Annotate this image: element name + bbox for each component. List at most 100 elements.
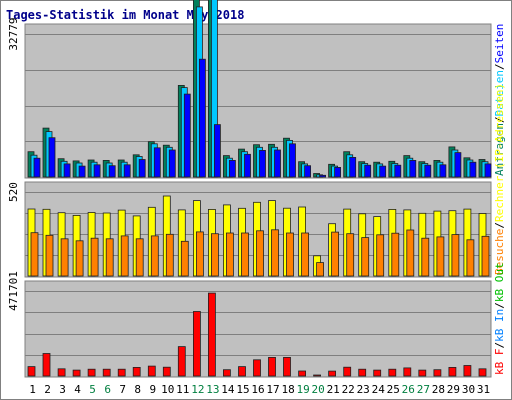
x-tick-label-16: 16 <box>251 383 264 396</box>
bar-requests-series-2-day-26 <box>409 159 417 178</box>
bar-kbytes-series-0-day-28 <box>433 369 442 377</box>
bar-kbytes-series-0-day-27 <box>418 369 427 377</box>
legend-entry: kB F <box>493 349 506 376</box>
x-tick-label-5: 5 <box>89 383 96 396</box>
bar-requests-series-2-day-5 <box>93 164 101 178</box>
bar-requests-series-2-day-13 <box>213 124 221 178</box>
bar-kbytes-series-0-day-6 <box>102 368 111 377</box>
bar-requests-series-2-day-30 <box>469 161 477 178</box>
panel-visits-legend: Besuche/Rechner (IP-Adressen) <box>493 83 506 275</box>
bar-kbytes-series-0-day-4 <box>72 369 81 377</box>
bar-kbytes-series-0-day-9 <box>147 365 156 377</box>
bar-kbytes-series-0-day-11 <box>177 346 186 377</box>
x-tick-label-4: 4 <box>74 383 81 396</box>
bar-visits-series-1-day-1 <box>30 232 39 277</box>
bar-requests-series-2-day-9 <box>153 147 161 178</box>
bar-visits-series-1-day-2 <box>45 234 54 277</box>
bar-visits-series-1-day-10 <box>165 233 174 277</box>
bar-visits-series-1-day-5 <box>90 237 99 277</box>
bar-requests-series-2-day-22 <box>349 156 357 178</box>
bar-kbytes-series-0-day-24 <box>373 369 382 377</box>
bar-kbytes-series-0-day-17 <box>268 356 276 377</box>
x-tick-label-25: 25 <box>387 383 400 396</box>
legend-entry: kB In <box>493 309 506 342</box>
bar-visits-series-1-day-28 <box>436 236 445 277</box>
x-tick-label-27: 27 <box>417 383 430 396</box>
bar-requests-series-2-day-25 <box>394 164 402 178</box>
x-tick-label-2: 2 <box>44 383 51 396</box>
bar-visits-series-1-day-29 <box>451 234 460 277</box>
x-tick-label-29: 29 <box>447 383 460 396</box>
legend-entry: Rechner (IP-Adressen) <box>493 83 506 222</box>
x-tick-label-13: 13 <box>206 383 219 396</box>
x-tick-label-10: 10 <box>161 383 174 396</box>
bar-visits-series-1-day-13 <box>210 233 219 277</box>
bar-visits-series-1-day-24 <box>376 234 385 277</box>
x-axis: 1 2 3 4 5 6 7 8 9 10 11 12 13 14 15 16 17 18 19 20 21 22 23 24 2… <box>29 383 490 396</box>
bar-visits-series-1-day-7 <box>120 235 129 277</box>
x-tick-label-15: 15 <box>236 383 249 396</box>
bar-requests-series-2-day-19 <box>304 165 312 178</box>
bar-requests-series-2-day-21 <box>334 166 342 178</box>
bar-requests-series-2-day-7 <box>123 164 131 178</box>
bar-visits-series-1-day-3 <box>60 238 69 277</box>
bar-requests-series-2-day-12 <box>198 58 206 178</box>
x-tick-label-31: 31 <box>477 383 490 396</box>
legend-entry: Dateien <box>493 70 506 116</box>
panel-visits-y-tick-label: 520 <box>7 182 20 202</box>
bar-kbytes-series-0-day-23 <box>358 368 367 377</box>
bar-visits-series-1-day-23 <box>361 237 370 277</box>
bar-requests-series-2-day-4 <box>78 165 86 178</box>
legend-entry: kB Out <box>493 262 506 302</box>
bar-visits-series-1-day-31 <box>481 235 490 277</box>
bar-visits-series-1-day-4 <box>75 240 84 277</box>
bar-kbytes-series-0-day-12 <box>192 311 201 377</box>
bar-requests-series-2-day-20 <box>319 174 327 178</box>
bar-requests-series-2-day-10 <box>168 149 176 178</box>
bar-visits-series-1-day-12 <box>195 231 204 277</box>
bar-visits-series-1-day-30 <box>466 239 475 277</box>
x-tick-label-30: 30 <box>462 383 475 396</box>
x-tick-label-3: 3 <box>59 383 66 396</box>
bar-kbytes-series-0-day-3 <box>57 368 66 377</box>
bar-requests-series-2-day-24 <box>379 165 387 178</box>
bar-visits-series-1-day-22 <box>346 233 355 277</box>
bar-visits-series-1-day-8 <box>135 238 144 277</box>
x-tick-label-24: 24 <box>372 383 386 396</box>
bar-kbytes-series-0-day-10 <box>162 366 171 377</box>
bar-visits-series-1-day-11 <box>180 240 189 277</box>
x-tick-label-7: 7 <box>119 383 126 396</box>
bar-requests-series-2-day-17 <box>274 149 281 178</box>
bar-visits-series-1-day-20 <box>316 262 325 277</box>
panel-kbytes-y-tick-label: 471701 <box>7 271 20 311</box>
chart-title: Tages-Statistik im Monat May 2018 <box>6 8 244 22</box>
x-tick-label-1: 1 <box>29 383 36 396</box>
bar-kbytes-series-0-day-25 <box>388 368 397 377</box>
legend-entry: / <box>493 116 506 123</box>
bar-kbytes-series-0-day-19 <box>298 370 307 377</box>
bar-visits-series-1-day-9 <box>150 235 159 277</box>
legend-entry: / <box>493 222 506 229</box>
x-tick-label-6: 6 <box>104 383 111 396</box>
x-tick-label-28: 28 <box>432 383 445 396</box>
bar-visits-series-1-day-27 <box>421 237 430 277</box>
bar-kbytes-series-0-day-22 <box>343 366 352 377</box>
x-tick-label-22: 22 <box>342 383 355 396</box>
panel-requests-legend: Anfragen/Dateien/Seiten <box>493 24 506 176</box>
bar-visits-series-1-day-6 <box>105 238 114 277</box>
panel-visits: 520 Besuche/Rechner (IP-Adressen) <box>7 83 506 278</box>
bar-kbytes-series-0-day-15 <box>238 366 246 377</box>
bar-kbytes-series-0-day-13 <box>207 292 216 377</box>
bar-visits-series-1-day-25 <box>391 232 400 277</box>
legend-entry: / <box>493 342 506 349</box>
x-tick-label-17: 17 <box>266 383 279 396</box>
bar-requests-series-2-day-31 <box>484 163 492 178</box>
x-tick-label-12: 12 <box>191 383 204 396</box>
bar-requests-series-2-day-6 <box>108 165 116 178</box>
x-tick-label-9: 9 <box>149 383 156 396</box>
bar-kbytes-series-0-day-7 <box>117 368 126 377</box>
bar-kbytes-series-0-day-16 <box>253 359 261 377</box>
bar-kbytes-series-0-day-29 <box>448 366 457 377</box>
